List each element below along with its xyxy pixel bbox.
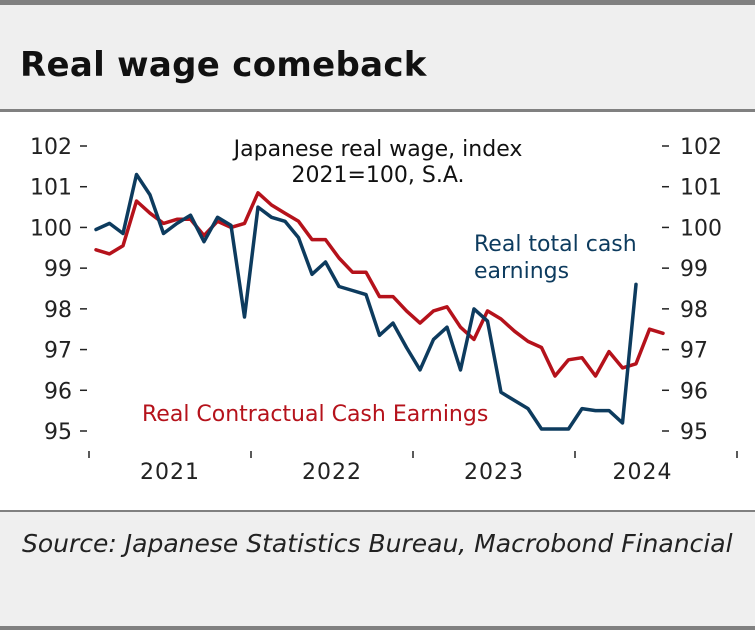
y-tick-label-right: 100	[680, 216, 722, 241]
y-tick-label-left: 97	[44, 339, 72, 364]
y-tick-label-left: 98	[44, 298, 72, 323]
series-line-total-cash	[94, 172, 638, 431]
source-text: Source: Japanese Statistics Bureau, Macr…	[22, 529, 733, 558]
y-tick-label-right: 98	[680, 298, 708, 323]
series-label-total-cash: earnings	[474, 259, 569, 284]
chart-title-line: Japanese real wage, index	[232, 137, 523, 162]
series-label-total-cash: Real total cash	[474, 232, 637, 257]
line-chart: 95 95 96 96 97 97 98 98 99 99 100 100 101 101 102 102 20…	[30, 135, 738, 485]
chart-title: Real wage comeback	[20, 45, 427, 85]
x-tick-label: 2022	[302, 460, 362, 485]
y-tick-label-left: 96	[44, 379, 72, 404]
y-tick-label-left: 102	[30, 135, 72, 160]
y-tick-label-left: 99	[44, 257, 72, 282]
source-footer: Source: Japanese Statistics Bureau, Macr…	[0, 510, 755, 630]
x-tick-label: 2024	[613, 460, 673, 485]
y-tick-label-right: 101	[680, 176, 722, 201]
y-tick-label-left: 95	[44, 420, 72, 445]
y-tick-label-left: 101	[30, 176, 72, 201]
chart-area: 95 95 96 96 97 97 98 98 99 99 100 100 101 101 102 102 20…	[0, 112, 755, 510]
chart-subtitle-line: 2021=100, S.A.	[291, 163, 464, 188]
y-tick-label-right: 96	[680, 379, 708, 404]
y-tick-label-right: 99	[680, 257, 708, 282]
series-label-contractual: Real Contractual Cash Earnings	[142, 402, 488, 427]
series-line-contractual	[94, 191, 665, 378]
x-tick-label: 2023	[464, 460, 524, 485]
x-tick-label: 2021	[140, 460, 200, 485]
y-tick-label-right: 95	[680, 420, 708, 445]
y-tick-label-left: 100	[30, 216, 72, 241]
y-tick-label-right: 102	[680, 135, 722, 160]
chart-header: Real wage comeback	[0, 0, 755, 112]
y-tick-label-right: 97	[680, 339, 708, 364]
